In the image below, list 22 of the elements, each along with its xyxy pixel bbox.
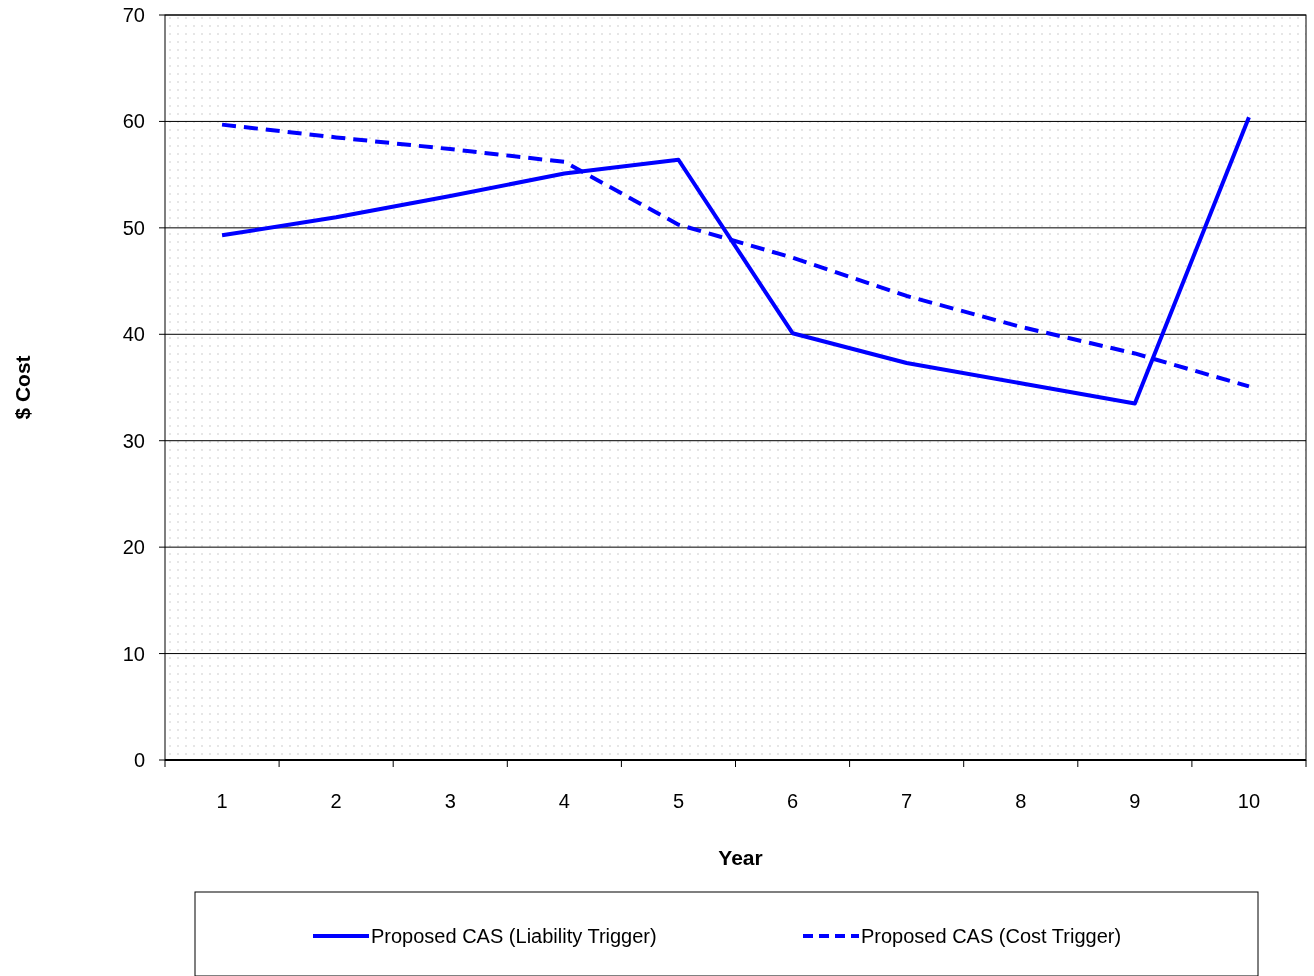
- x-tick-label: 1: [216, 790, 228, 812]
- y-tick-label: 20: [122, 536, 145, 559]
- legend-label: Proposed CAS (Cost Trigger): [861, 925, 1122, 947]
- x-tick-label: 6: [786, 790, 799, 812]
- y-tick-label: 60: [122, 110, 145, 133]
- y-axis-title: $ Cost: [11, 355, 34, 420]
- y-tick-label: 30: [122, 429, 145, 452]
- x-tick-label: 5: [672, 790, 685, 812]
- x-tick-label: 9: [1129, 790, 1141, 812]
- x-tick-label: 8: [1015, 790, 1027, 812]
- x-tick-label: 2: [330, 790, 342, 812]
- x-tick-label: 10: [1237, 790, 1261, 812]
- legend-label: Proposed CAS (Liability Trigger): [371, 925, 657, 947]
- x-axis-title: Year: [718, 846, 763, 869]
- x-tick-label: 7: [901, 790, 913, 812]
- y-tick-label: 10: [122, 642, 145, 665]
- x-tick-label: 3: [444, 790, 456, 812]
- y-tick-label: 0: [133, 749, 145, 771]
- y-tick-label: 50: [122, 216, 145, 239]
- x-tick-label: 4: [558, 790, 570, 812]
- y-tick-label: 40: [122, 323, 145, 346]
- y-tick-label: 70: [122, 4, 145, 26]
